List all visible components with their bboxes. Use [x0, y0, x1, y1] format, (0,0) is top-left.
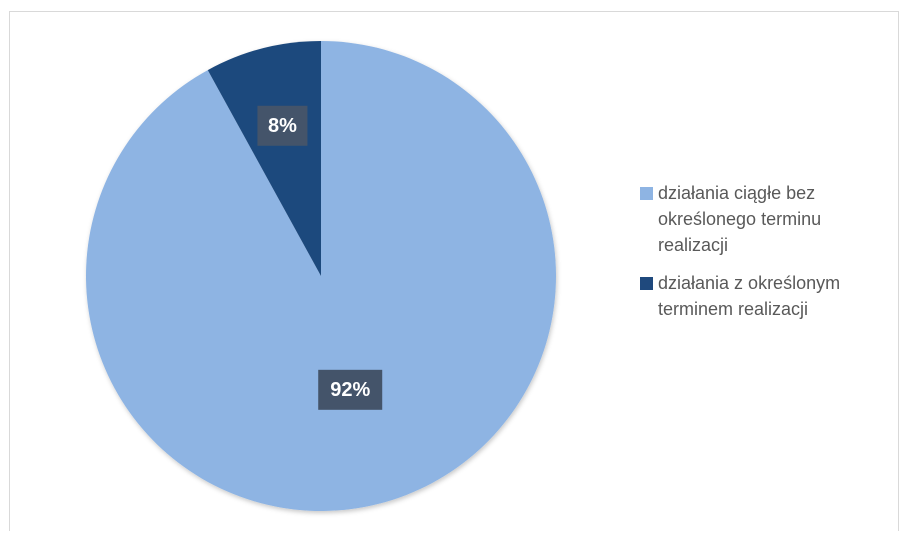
legend-label-continuous: działania ciągłe bez określonego terminu… — [658, 183, 822, 255]
legend-item-fixed-term: działania z określonym terminem realizac… — [640, 270, 880, 322]
legend-item-continuous: działania ciągłe bez określonego terminu… — [640, 180, 880, 258]
data-label-text: 8% — [268, 115, 297, 137]
data-label-continuous: 92% — [318, 369, 383, 410]
legend-swatch-continuous — [640, 187, 653, 200]
data-label-fixed-term: 8% — [257, 105, 308, 146]
legend-swatch-fixed-term — [640, 277, 653, 290]
data-label-box — [318, 369, 383, 410]
legend: działania ciągłe bez określonego terminu… — [640, 180, 880, 334]
legend-label-fixed-term: działania z określonym terminem realizac… — [658, 273, 841, 319]
pie-slice-fixed-term — [207, 41, 321, 276]
data-label-text: 92% — [330, 379, 370, 401]
data-label-box — [257, 105, 308, 146]
